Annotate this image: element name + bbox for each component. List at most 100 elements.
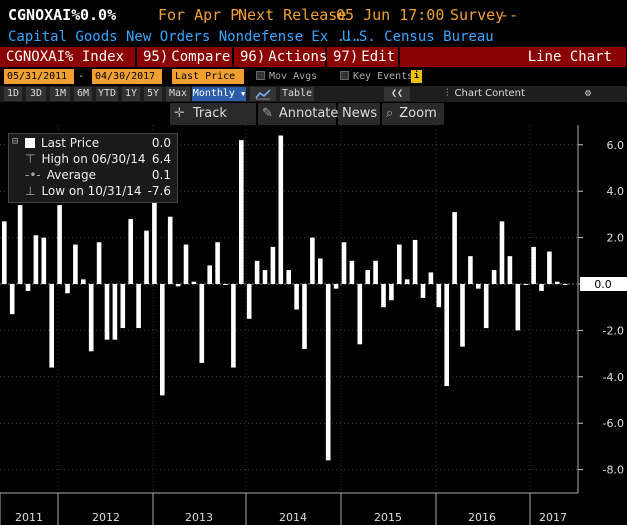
chart-bar[interactable] xyxy=(515,284,521,331)
chart-bar[interactable] xyxy=(175,284,181,287)
chart-bar[interactable] xyxy=(428,272,434,284)
news-button[interactable]: News xyxy=(338,103,380,125)
chart-bar[interactable] xyxy=(57,205,62,284)
period-button-5y[interactable]: 5Y xyxy=(144,87,162,101)
chart-bar[interactable] xyxy=(104,284,110,340)
compare-button[interactable]: 95) Compare xyxy=(137,47,233,67)
period-button-1y[interactable]: 1Y xyxy=(122,87,140,101)
table-button[interactable]: Table xyxy=(280,87,314,101)
chart-bar[interactable] xyxy=(65,284,70,294)
chart-bar[interactable] xyxy=(349,260,355,284)
chart-bar[interactable] xyxy=(152,202,157,284)
info-icon[interactable]: i xyxy=(411,70,422,83)
chart-bar[interactable] xyxy=(412,239,418,284)
bar-chart[interactable]: 6.04.02.0-2.0-4.0-6.0-8.00.0 2011 2012 201… xyxy=(0,125,627,525)
chart-bar[interactable] xyxy=(310,237,315,284)
chart-bar[interactable] xyxy=(231,284,236,368)
zoom-button[interactable]: ⌕ Zoom xyxy=(382,103,444,125)
price-field-select[interactable]: Last Price▼ xyxy=(172,69,244,99)
chart-content-button[interactable]: ⫶ Chart Content xyxy=(446,88,525,99)
chart-bar[interactable] xyxy=(215,242,220,284)
chart-bar[interactable] xyxy=(254,260,260,284)
chart-bar[interactable] xyxy=(436,284,442,308)
chart-bar[interactable] xyxy=(491,270,497,284)
chart-bar[interactable] xyxy=(112,284,118,340)
track-button[interactable]: ✛ Track xyxy=(170,103,256,125)
chart-bar[interactable] xyxy=(286,270,291,284)
start-date-field[interactable]: 05/31/2011 xyxy=(4,69,74,84)
chart-bar[interactable] xyxy=(278,135,284,284)
chart-bar[interactable] xyxy=(555,281,560,284)
chart-bar[interactable] xyxy=(499,221,505,284)
chart-bar[interactable] xyxy=(96,242,102,284)
chart-bar[interactable] xyxy=(404,279,410,284)
chart-bar[interactable] xyxy=(270,246,276,284)
key-events-toggle[interactable]: Key Events xyxy=(340,69,413,84)
chart-bar[interactable] xyxy=(507,256,513,284)
chart-bar[interactable] xyxy=(262,270,268,284)
chart-bar[interactable] xyxy=(476,284,481,289)
chart-bar[interactable] xyxy=(531,246,536,284)
chart-bar[interactable] xyxy=(333,284,339,289)
chart-bar[interactable] xyxy=(381,284,386,308)
chart-bar[interactable] xyxy=(468,256,473,284)
end-date-field[interactable]: 04/30/2017 xyxy=(92,69,162,84)
collapse-left-icon[interactable]: ❮❮ xyxy=(384,87,410,101)
collapse-icon[interactable]: ⊟ xyxy=(12,136,19,147)
chart-bar[interactable] xyxy=(167,216,173,284)
period-button-1d[interactable]: 1D xyxy=(4,87,22,101)
chart-bar[interactable] xyxy=(523,284,528,285)
chart-bar[interactable] xyxy=(191,281,197,284)
actions-button[interactable]: 96)Actions▼ xyxy=(234,47,339,67)
chart-bar[interactable] xyxy=(325,284,331,461)
settings-gear-icon[interactable]: ⚙ xyxy=(568,87,608,101)
chart-bar[interactable] xyxy=(547,251,552,284)
index-button[interactable]: CGNOXAI% Index xyxy=(0,47,136,67)
annotate-button[interactable]: ✎ Annotate xyxy=(258,103,338,125)
chart-bar[interactable] xyxy=(144,230,149,284)
chart-bar[interactable] xyxy=(397,244,402,284)
chart-bar[interactable] xyxy=(483,284,489,329)
chart-bar[interactable] xyxy=(136,284,141,329)
chart-bar[interactable] xyxy=(81,279,86,284)
chart-bar[interactable] xyxy=(88,284,94,352)
chart-bar[interactable] xyxy=(33,235,39,284)
period-button-1m[interactable]: 1M xyxy=(50,87,70,101)
chart-bar[interactable] xyxy=(562,284,568,285)
period-button-max[interactable]: Max xyxy=(166,87,190,101)
period-button-3d[interactable]: 3D xyxy=(26,87,46,101)
chart-bar[interactable] xyxy=(539,284,544,291)
chart-bar[interactable] xyxy=(389,284,394,301)
chart-type-button[interactable]: Line Chart xyxy=(400,47,627,67)
chart-bar[interactable] xyxy=(373,260,378,284)
chart-bar[interactable] xyxy=(460,284,465,347)
edit-button[interactable]: 97)Edit▼ xyxy=(327,47,406,67)
frequency-select[interactable]: Monthly ▼ xyxy=(192,87,246,101)
chart-bar[interactable] xyxy=(199,284,205,363)
chart-bar[interactable] xyxy=(128,219,133,284)
chart-bar[interactable] xyxy=(302,284,307,349)
chart-bar[interactable] xyxy=(207,265,212,284)
chart-bar[interactable] xyxy=(183,244,189,284)
chart-bar[interactable] xyxy=(420,284,426,298)
period-button-6m[interactable]: 6M xyxy=(74,87,92,101)
chart-bar[interactable] xyxy=(294,284,299,310)
chart-bar[interactable] xyxy=(160,284,165,396)
line-chart-icon[interactable] xyxy=(250,87,276,101)
chart-bar[interactable] xyxy=(73,244,78,284)
chart-bar[interactable] xyxy=(41,237,47,284)
chart-bar[interactable] xyxy=(341,242,347,284)
chart-bar[interactable] xyxy=(25,284,31,291)
mov-avgs-toggle[interactable]: Mov Avgs xyxy=(256,69,317,84)
chart-bar[interactable] xyxy=(452,212,457,284)
chart-bar[interactable] xyxy=(318,258,323,284)
chart-bar[interactable] xyxy=(223,284,228,285)
chart-bar[interactable] xyxy=(2,221,7,284)
chart-bar[interactable] xyxy=(239,140,244,284)
chart-bar[interactable] xyxy=(444,284,449,387)
chart-bar[interactable] xyxy=(365,270,370,284)
chart-bar[interactable] xyxy=(17,205,23,284)
chart-bar[interactable] xyxy=(120,284,126,329)
chart-bar[interactable] xyxy=(49,284,54,368)
chart-bar[interactable] xyxy=(9,284,15,315)
